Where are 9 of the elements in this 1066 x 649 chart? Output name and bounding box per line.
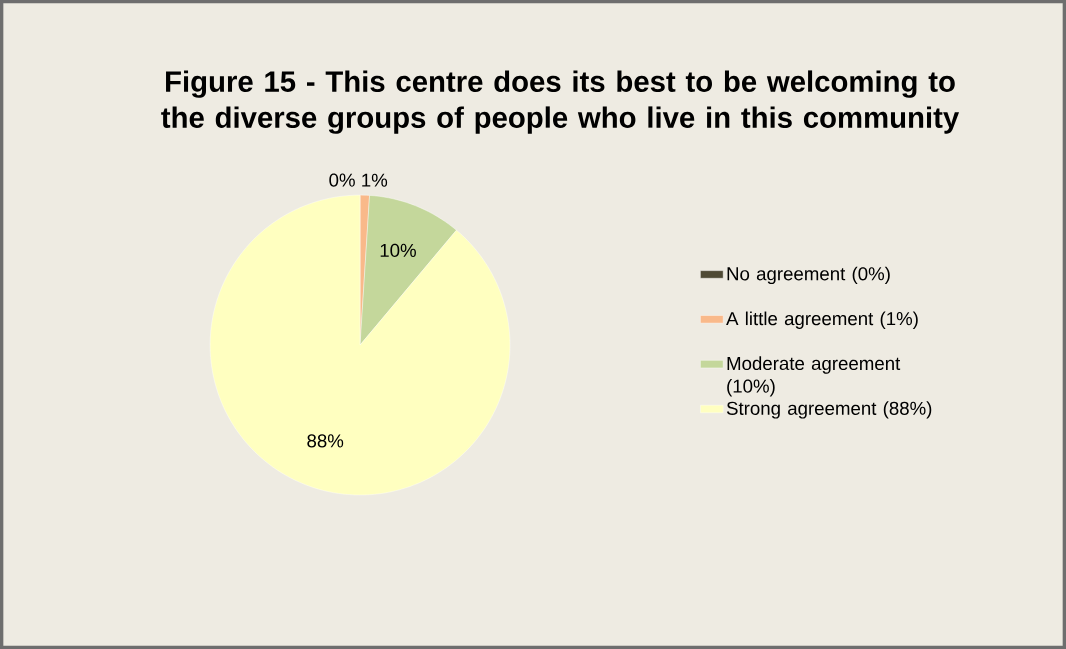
data-label: 1% [362,173,388,187]
legend-label: A little agreement (1%) [726,311,918,329]
legend-label: No agreement (0%) [727,266,890,285]
legend-label: Moderate agreement (10%) [727,356,901,397]
text: 0% [329,173,355,187]
chart-title: Figure 15 - This centre does its best to be welcoming to the diverse groups of people who live in this community [161,70,960,134]
data-label: 88% [307,434,344,448]
data-label: 10% [380,243,416,257]
legend-label: Strong agreement (88%) [726,401,932,419]
